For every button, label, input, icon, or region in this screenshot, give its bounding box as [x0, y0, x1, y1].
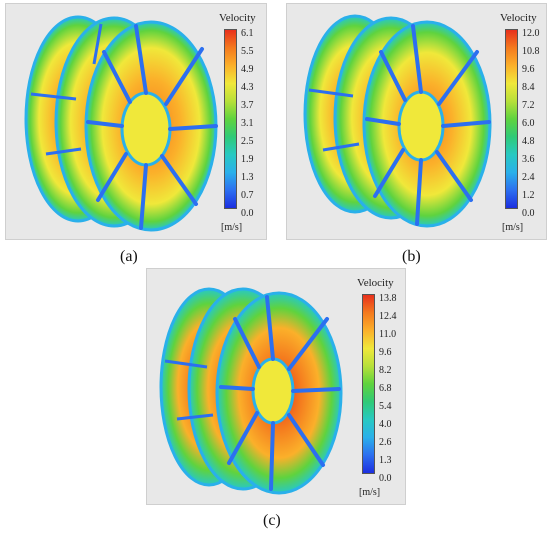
tick-label: 11.0 — [379, 329, 397, 340]
tick-label: 3.6 — [522, 154, 535, 165]
tick-label: 0.0 — [241, 208, 254, 219]
panel-b: Velocity 12.0 10.8 9.6 8.4 7.2 6.0 4.8 3… — [286, 3, 547, 240]
caption-a: (a) — [120, 248, 138, 265]
unit-label: [m/s] — [502, 222, 524, 233]
tick-label: 12.4 — [379, 311, 397, 322]
tick-label: 1.2 — [522, 190, 535, 201]
tick-label: 8.2 — [379, 365, 392, 376]
caption-b: (b) — [402, 248, 421, 265]
colorbar — [362, 294, 375, 474]
legend-title: Velocity — [219, 12, 256, 24]
tick-label: 3.7 — [241, 100, 254, 111]
caption-c: (c) — [263, 512, 281, 529]
colorbar — [224, 29, 237, 209]
tick-label: 2.6 — [379, 437, 392, 448]
tick-label: 7.2 — [522, 100, 535, 111]
tick-label: 2.5 — [241, 136, 254, 147]
tick-label: 12.0 — [522, 28, 540, 39]
panel-c: Velocity 13.8 12.4 11.0 9.6 8.2 6.8 5.4 … — [146, 268, 406, 505]
tick-label: 4.9 — [241, 64, 254, 75]
legend-title: Velocity — [500, 12, 537, 24]
tick-label: 6.1 — [241, 28, 254, 39]
tick-label: 1.3 — [241, 172, 254, 183]
tick-label: 6.8 — [379, 383, 392, 394]
tick-label: 4.0 — [379, 419, 392, 430]
unit-label: [m/s] — [359, 487, 381, 498]
impeller-disk-front — [308, 20, 492, 228]
tick-label: 5.4 — [379, 401, 392, 412]
tick-label: 5.5 — [241, 46, 254, 57]
tick-label: 13.8 — [379, 293, 397, 304]
tick-label: 1.9 — [241, 154, 254, 165]
tick-label: 9.6 — [522, 64, 535, 75]
velocity-contour-a — [24, 15, 218, 232]
impeller-disk-front — [164, 291, 343, 495]
tick-label: 4.8 — [522, 136, 535, 147]
panel-a: Velocity 6.1 5.5 4.9 4.3 3.7 3.1 2.5 1.9… — [5, 3, 267, 240]
tick-label: 9.6 — [379, 347, 392, 358]
tick-label: 2.4 — [522, 172, 535, 183]
velocity-contour-c — [159, 287, 343, 495]
colorbar — [505, 29, 518, 209]
tick-label: 6.0 — [522, 118, 535, 129]
tick-label: 0.0 — [379, 473, 392, 484]
impeller-disk-front — [30, 20, 218, 232]
legend-title: Velocity — [357, 277, 394, 289]
tick-label: 0.0 — [522, 208, 535, 219]
unit-label: [m/s] — [221, 222, 243, 233]
velocity-contour-b — [303, 14, 492, 228]
tick-label: 8.4 — [522, 82, 535, 93]
tick-label: 4.3 — [241, 82, 254, 93]
tick-label: 3.1 — [241, 118, 254, 129]
tick-label: 10.8 — [522, 46, 540, 57]
tick-label: 0.7 — [241, 190, 254, 201]
tick-label: 1.3 — [379, 455, 392, 466]
